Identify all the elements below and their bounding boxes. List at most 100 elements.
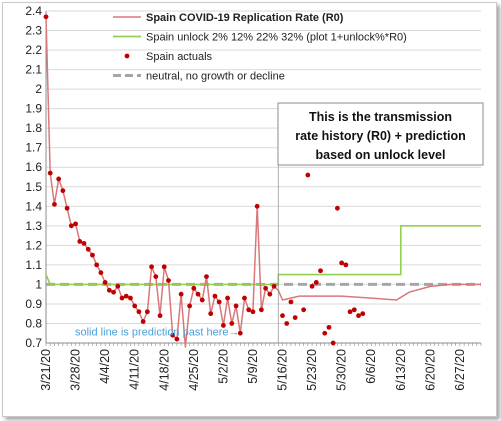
y-tick-label: 2.4 xyxy=(25,4,42,18)
actual-point xyxy=(153,274,159,279)
actual-point xyxy=(123,293,129,299)
actual-point xyxy=(187,303,192,309)
x-tick-label: 5/9/20 xyxy=(246,349,260,384)
x-tick-label: 6/27/20 xyxy=(453,349,467,391)
actual-point xyxy=(212,293,218,299)
actual-point xyxy=(280,313,285,319)
plot-series xyxy=(43,14,481,348)
actual-point xyxy=(60,188,66,194)
actual-point xyxy=(335,205,340,211)
y-tick-label: 1.1 xyxy=(25,258,42,272)
legend-label: neutral, no growth or decline xyxy=(146,71,285,83)
actual-point xyxy=(347,309,353,315)
actual-point xyxy=(115,283,121,289)
actual-point xyxy=(339,260,345,266)
x-tick-label: 4/11/20 xyxy=(128,349,142,390)
actual-point xyxy=(144,309,150,315)
note-line: rate history (R0) + prediction xyxy=(295,129,466,143)
y-tick-label: 1.3 xyxy=(25,219,42,233)
actual-point xyxy=(68,223,74,229)
y-tick-label: 0.7 xyxy=(25,336,42,350)
actual-point xyxy=(204,274,209,279)
actual-point xyxy=(106,287,112,293)
y-tick-label: 1.4 xyxy=(25,199,42,213)
legend: Spain COVID-19 Replication Rate (R0) Spai… xyxy=(113,12,407,83)
actual-point xyxy=(225,295,231,301)
axes xyxy=(45,11,481,344)
actual-point xyxy=(237,330,243,336)
legend-label: Spain actuals xyxy=(146,51,213,63)
note-box xyxy=(277,102,484,166)
actual-point xyxy=(43,14,49,20)
actual-point xyxy=(318,268,323,274)
gridlines xyxy=(46,10,481,344)
actual-point xyxy=(191,285,197,291)
actual-point xyxy=(360,311,366,317)
actual-point xyxy=(52,201,57,207)
actual-point xyxy=(81,241,87,246)
legend-label: Spain COVID-19 Replication Rate (R0) xyxy=(146,12,344,24)
y-tick-label: 1.6 xyxy=(25,160,42,174)
chart-frame: 0.7 0.8 0.9 1 1.1 1.2 1.3 1.4 1.5 1.6 1.7 1.8 1.9 2 2.… xyxy=(2,2,497,417)
actual-point xyxy=(132,303,138,309)
actual-point xyxy=(140,319,146,324)
rate-line xyxy=(45,16,481,348)
actual-point xyxy=(343,262,349,268)
legend-label: Spain unlock 2% 12% 22% 32% (plot 1+unlo… xyxy=(146,32,407,44)
actual-point xyxy=(73,221,78,227)
actual-point xyxy=(356,313,361,319)
actual-point xyxy=(242,295,247,301)
y-tick-label: 1 xyxy=(35,277,42,291)
x-tick-label: 6/13/20 xyxy=(394,349,408,391)
actual-point xyxy=(94,262,100,268)
actual-point xyxy=(119,295,125,301)
actual-point xyxy=(301,307,307,313)
actual-point xyxy=(246,307,252,313)
actual-point xyxy=(77,239,83,244)
unlock-line xyxy=(45,225,481,286)
actual-point xyxy=(136,309,142,315)
y-tick-label: 1.9 xyxy=(25,102,42,116)
actual-point xyxy=(292,315,298,321)
actual-point xyxy=(263,285,269,291)
actual-point xyxy=(195,291,201,297)
y-tick-label: 1.8 xyxy=(25,121,42,135)
y-tick-label: 1.5 xyxy=(25,180,42,194)
actual-point xyxy=(56,176,62,182)
actual-point xyxy=(170,332,176,338)
x-tick-label: 3/21/20 xyxy=(39,349,53,391)
actual-point xyxy=(271,283,277,289)
y-axis-ticks: 0.7 0.8 0.9 1 1.1 1.2 1.3 1.4 1.5 1.6 1.7 1.8 1.9 2 2.… xyxy=(25,4,42,350)
annotations: solid line is prediction past here→ This … xyxy=(75,102,484,343)
actual-point xyxy=(258,307,264,313)
x-tick-label: 5/30/20 xyxy=(335,349,349,391)
actual-point xyxy=(254,203,260,209)
actual-point xyxy=(85,246,91,252)
actual-point xyxy=(284,321,290,326)
chart: 0.7 0.8 0.9 1 1.1 1.2 1.3 1.4 1.5 1.6 1.7 1.8 1.9 2 2.… xyxy=(25,4,484,391)
note-line: This is the transmission xyxy=(309,110,452,124)
x-tick-label: 6/6/20 xyxy=(364,349,378,384)
y-tick-label: 0.8 xyxy=(25,316,42,330)
actual-point xyxy=(322,330,328,336)
x-tick-label: 4/25/20 xyxy=(187,349,201,391)
actual-point xyxy=(309,283,315,289)
actual-point xyxy=(288,299,294,305)
note-line: based on unlock level xyxy=(316,148,446,162)
x-tick-label: 5/16/20 xyxy=(276,349,290,391)
actual-point xyxy=(149,264,154,270)
actual-point xyxy=(47,170,53,176)
actual-point xyxy=(64,205,70,211)
x-tick-label: 4/18/20 xyxy=(157,349,171,391)
prediction-label: solid line is prediction past here→ xyxy=(75,326,239,338)
actual-point xyxy=(208,311,214,317)
actual-point xyxy=(102,280,108,285)
actual-point xyxy=(157,313,163,319)
x-tick-label: 4/4/20 xyxy=(98,349,112,384)
y-tick-label: 2 xyxy=(35,82,42,96)
actual-point xyxy=(233,303,239,309)
y-tick-label: 1.2 xyxy=(25,238,42,252)
x-tick-label: 6/20/20 xyxy=(423,349,437,391)
actual-point xyxy=(111,289,116,295)
x-tick-label: 3/28/20 xyxy=(69,349,83,391)
